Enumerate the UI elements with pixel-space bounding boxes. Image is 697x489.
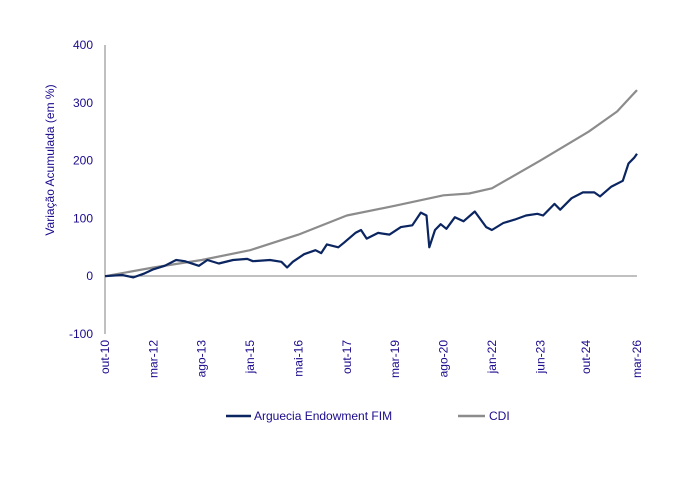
x-tick-label: mar-19 [388,340,402,378]
y-tick-label: 100 [73,211,93,225]
x-tick-label: mar-12 [146,340,160,378]
x-tick-label: ago-20 [437,340,451,378]
y-tick-label: 300 [73,96,93,110]
y-tick-label: 0 [86,269,93,283]
legend-label-cdi: CDI [489,409,510,423]
x-tick-label: ago-13 [195,340,209,378]
legend: Arguecia Endowment FIM CDI [226,409,510,423]
x-tick-label: mar-26 [630,340,644,378]
x-tick-label: jan-15 [243,340,257,375]
x-tick-label: jan-22 [485,340,499,375]
y-tick-label: 400 [73,38,93,52]
series-line-fund [104,153,638,279]
y-tick-label: 200 [73,154,93,168]
x-tick-label: out-17 [340,340,354,374]
legend-label-fund: Arguecia Endowment FIM [254,409,392,423]
x-tick-label: out-10 [98,340,112,374]
x-tick-label: mai-16 [291,340,305,377]
y-axis-title: Variação Acumulada (em %) [43,84,57,235]
x-tick-label: out-24 [579,340,593,374]
y-tick-label: -100 [69,327,93,341]
series-line-cdi [104,89,638,278]
x-tick-label: jun-23 [533,340,547,375]
